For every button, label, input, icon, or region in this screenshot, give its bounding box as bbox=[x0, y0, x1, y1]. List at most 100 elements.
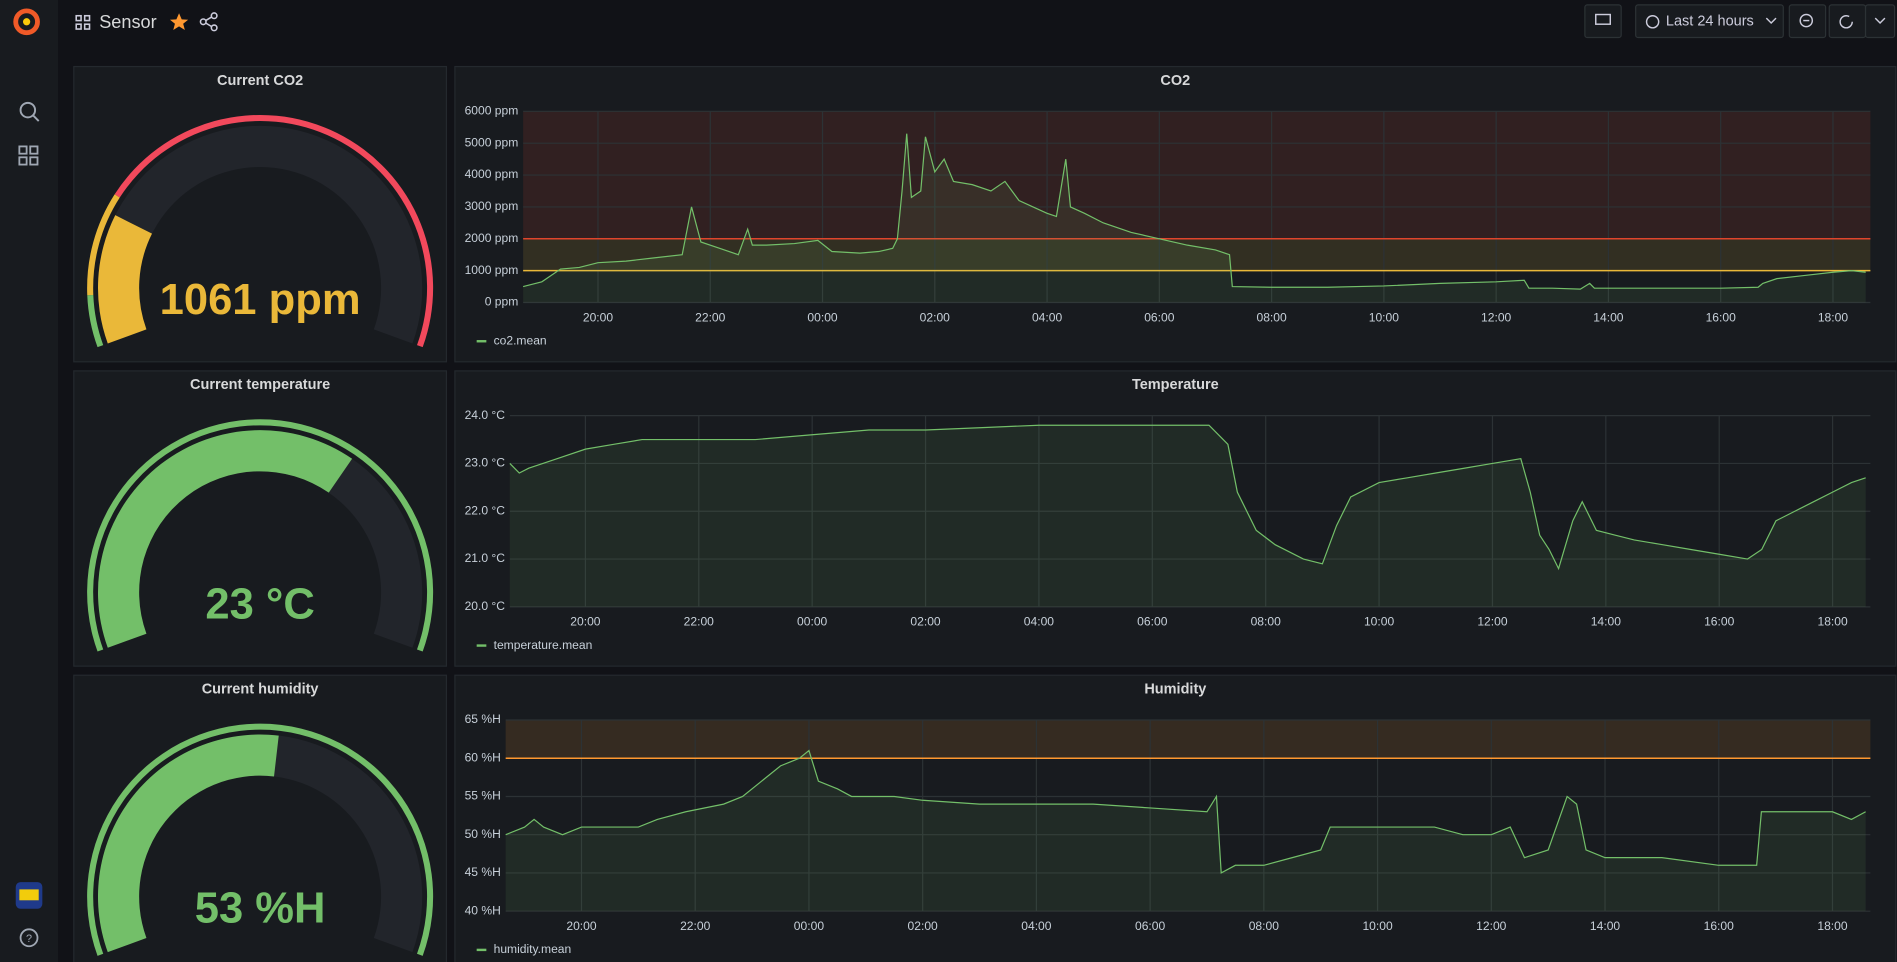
y-tick-label: 50 %H bbox=[465, 827, 501, 841]
x-tick-label: 14:00 bbox=[1590, 919, 1621, 933]
grafana-logo[interactable] bbox=[13, 8, 40, 36]
x-tick-label: 04:00 bbox=[1024, 615, 1055, 629]
x-tick-label: 00:00 bbox=[807, 310, 838, 324]
time-picker[interactable]: Last 24 hours bbox=[1635, 4, 1784, 39]
x-tick-label: 18:00 bbox=[1817, 919, 1848, 933]
grid-cell bbox=[75, 14, 82, 22]
series-area bbox=[509, 425, 1866, 607]
x-tick-label: 10:00 bbox=[1364, 615, 1395, 629]
tv-icon bbox=[1595, 13, 1611, 25]
refresh-interval-button[interactable] bbox=[1864, 4, 1896, 39]
y-tick-label: 4000 ppm bbox=[465, 167, 519, 181]
dashboards-icon[interactable] bbox=[18, 145, 39, 166]
grid-cell bbox=[18, 145, 28, 155]
grid-cell bbox=[29, 156, 39, 166]
y-tick-label: 22.0 °C bbox=[465, 503, 506, 517]
gauge-value: 23 °C bbox=[205, 580, 314, 628]
gauge-value-arc bbox=[97, 430, 353, 648]
share-button[interactable] bbox=[199, 12, 218, 32]
zoom-out-button[interactable] bbox=[1788, 4, 1827, 39]
button-frame bbox=[1828, 4, 1867, 39]
dashboard-icon bbox=[75, 14, 91, 30]
panel bbox=[454, 65, 1897, 363]
y-tick-label: 0 ppm bbox=[485, 295, 519, 309]
y-tick-label: 23.0 °C bbox=[465, 456, 506, 470]
x-tick-label: 04:00 bbox=[1021, 919, 1052, 933]
x-tick-label: 14:00 bbox=[1591, 615, 1622, 629]
logo-ring bbox=[13, 8, 40, 36]
x-tick-label: 06:00 bbox=[1135, 919, 1166, 933]
x-tick-label: 02:00 bbox=[908, 919, 939, 933]
x-tick-label: 22:00 bbox=[684, 615, 715, 629]
refresh-icon bbox=[1839, 15, 1853, 29]
dashboard-title[interactable]: Sensor bbox=[99, 12, 156, 32]
user-avatar[interactable] bbox=[15, 882, 43, 909]
x-tick-label: 04:00 bbox=[1032, 310, 1063, 324]
help-ring bbox=[19, 928, 39, 948]
threshold-band bbox=[523, 238, 1871, 271]
x-tick-label: 12:00 bbox=[1476, 919, 1507, 933]
gauge-track bbox=[97, 125, 423, 344]
gauge-value-arc bbox=[97, 215, 153, 344]
series-line bbox=[522, 133, 1866, 290]
button-frame bbox=[1584, 4, 1622, 39]
search-lens bbox=[19, 101, 37, 119]
x-tick-label: 20:00 bbox=[583, 310, 614, 324]
refresh-button[interactable] bbox=[1828, 4, 1867, 39]
search-handle bbox=[32, 114, 40, 122]
y-tick-label: 40 %H bbox=[465, 903, 501, 917]
threshold-band bbox=[505, 719, 1871, 759]
panel-title: CO2 bbox=[1160, 73, 1190, 89]
series-line bbox=[505, 749, 1866, 874]
panel-title: Current humidity bbox=[202, 682, 319, 698]
search-icon[interactable] bbox=[19, 101, 40, 122]
x-tick-label: 20:00 bbox=[566, 919, 597, 933]
x-tick-label: 10:00 bbox=[1369, 310, 1400, 324]
y-tick-label: 6000 ppm bbox=[465, 104, 519, 118]
legend-label: co2.mean bbox=[494, 333, 547, 347]
legend-label: temperature.mean bbox=[494, 638, 593, 652]
x-tick-label: 08:00 bbox=[1256, 310, 1287, 324]
x-tick-label: 22:00 bbox=[695, 310, 726, 324]
x-tick-label: 18:00 bbox=[1818, 310, 1849, 324]
tv-mode-button[interactable] bbox=[1584, 4, 1622, 39]
x-tick-label: 02:00 bbox=[910, 615, 941, 629]
y-tick-label: 45 %H bbox=[465, 865, 501, 879]
panel-title: Current CO2 bbox=[217, 73, 303, 89]
y-tick-label: 5000 ppm bbox=[465, 135, 519, 149]
zoom-lens bbox=[1799, 13, 1814, 28]
grid-cell bbox=[83, 14, 91, 22]
threshold-ring bbox=[87, 194, 120, 296]
y-tick-label: 60 %H bbox=[465, 750, 501, 764]
logo-core bbox=[22, 18, 31, 26]
share-edge bbox=[205, 22, 213, 28]
gauge-value: 53 %H bbox=[195, 885, 326, 933]
y-tick-label: 65 %H bbox=[465, 712, 501, 726]
share-edge bbox=[205, 16, 213, 22]
x-tick-label: 12:00 bbox=[1477, 615, 1508, 629]
help-icon[interactable]: ? bbox=[19, 928, 39, 948]
series-area bbox=[505, 750, 1866, 912]
y-tick-label: 3000 ppm bbox=[465, 199, 519, 213]
x-tick-label: 06:00 bbox=[1137, 615, 1168, 629]
y-tick-label: 2000 ppm bbox=[465, 231, 519, 245]
clock-icon bbox=[1645, 15, 1660, 29]
panel bbox=[454, 370, 1897, 667]
caret bbox=[1765, 17, 1777, 25]
y-tick-label: 55 %H bbox=[465, 789, 501, 803]
x-tick-label: 20:00 bbox=[570, 615, 601, 629]
share-node bbox=[199, 18, 207, 26]
y-tick-label: 24.0 °C bbox=[465, 408, 506, 422]
button-frame bbox=[1635, 4, 1784, 39]
panel-title: Humidity bbox=[1144, 682, 1206, 698]
gauge-value: 1061 ppm bbox=[160, 276, 361, 324]
x-tick-label: 16:00 bbox=[1704, 615, 1735, 629]
legend-label: humidity.mean bbox=[494, 942, 572, 956]
series-line bbox=[509, 424, 1866, 571]
help-mark: ? bbox=[26, 933, 32, 945]
avatar-face bbox=[19, 889, 39, 901]
x-tick-label: 12:00 bbox=[1481, 310, 1512, 324]
star-button[interactable] bbox=[169, 13, 189, 31]
x-tick-label: 00:00 bbox=[797, 615, 828, 629]
